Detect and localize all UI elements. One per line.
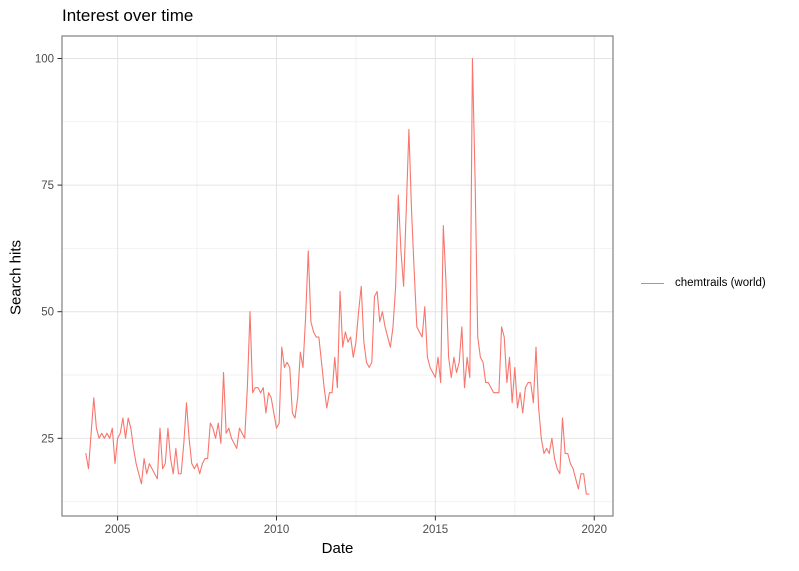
- plot-panel: [62, 36, 613, 516]
- x-axis-title: Date: [321, 540, 354, 557]
- y-tick-label: 100: [35, 53, 54, 65]
- trend-line: [85, 57, 590, 495]
- legend-entry-label: chemtrails (world): [675, 277, 766, 289]
- y-tick-label: 25: [41, 433, 54, 445]
- y-axis-title: Search hits: [7, 239, 25, 316]
- y-tick-label: 50: [41, 307, 54, 319]
- x-tick-label: 2015: [423, 524, 449, 536]
- chart-title: Interest over time: [62, 6, 194, 25]
- y-tick-label: 75: [41, 180, 54, 192]
- panel-border: [61, 35, 614, 517]
- legend-line-swatch: [641, 282, 664, 284]
- x-tick-label: 2005: [105, 524, 131, 536]
- x-tick-label: 2010: [264, 524, 290, 536]
- legend: chemtrails (world): [641, 271, 766, 295]
- x-tick-label: 2020: [581, 524, 607, 536]
